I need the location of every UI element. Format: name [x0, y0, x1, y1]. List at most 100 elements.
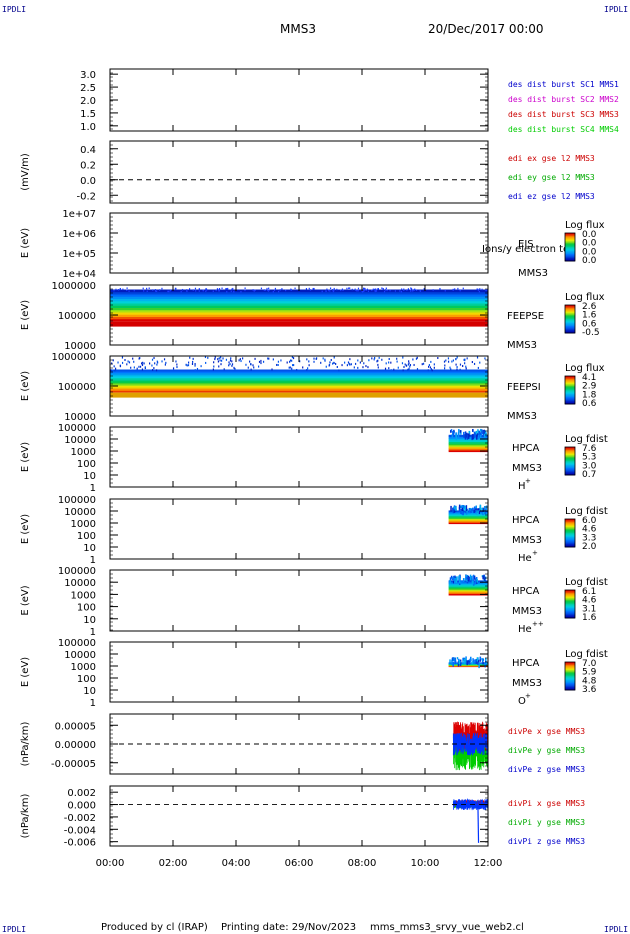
- y-tick-label: 1.5: [80, 109, 96, 120]
- panel-frame: [109, 641, 489, 703]
- heatmap-speck: [114, 369, 116, 372]
- colorbar-cell: [565, 314, 575, 317]
- heatmap-speck: [456, 657, 459, 660]
- heatmap-speck: [333, 362, 335, 365]
- heatmap-speck: [470, 508, 472, 514]
- heatmap-hpca_he2: [448, 574, 488, 596]
- colorbar-title: Log flux: [565, 220, 605, 231]
- colorbar-cell: [565, 306, 575, 309]
- heatmap-speck: [219, 359, 221, 362]
- heatmap-speck: [347, 361, 350, 364]
- y-tick-label: 1000: [71, 662, 96, 673]
- time-axis: 00:00 02:00 04:00 06:00 08:00 10:00 12:00: [96, 69, 502, 869]
- heatmap-speck: [336, 365, 338, 368]
- heatmap-speck: [413, 363, 415, 366]
- y-tick-label: 10000: [64, 412, 96, 423]
- colorbar-cell: [565, 234, 575, 237]
- panel-frame: [109, 68, 489, 132]
- colorbar-tick-label: 2.9: [582, 382, 597, 392]
- heatmap-speck: [253, 290, 255, 292]
- colorbar-cell: [565, 316, 575, 319]
- heatmap-speck: [471, 661, 473, 665]
- y-tick-label: 1000000: [51, 352, 96, 363]
- colorbar-cell: [565, 319, 575, 321]
- heatmap-speck: [445, 359, 447, 362]
- heatmap-speck: [367, 366, 369, 369]
- y-tick-label: 1000: [71, 447, 96, 458]
- heatmap-speck: [126, 363, 128, 366]
- heatmap-speck: [250, 368, 252, 371]
- y-tick-label: 100000: [58, 382, 96, 393]
- heatmap-speck: [214, 358, 216, 361]
- y-tick-label: 0.000: [67, 801, 96, 812]
- heatmap-speck: [373, 358, 375, 361]
- heatmap-speck: [231, 288, 233, 291]
- heatmap-speck: [247, 366, 249, 369]
- heatmap-speck: [152, 289, 154, 291]
- heatmap-speck: [313, 360, 315, 363]
- spacecraft-label: MMS3: [512, 535, 542, 546]
- heatmap-speck: [309, 289, 312, 291]
- x-tick-label: 02:00: [159, 858, 188, 869]
- heatmap-speck: [272, 290, 274, 293]
- heatmap-speck: [464, 359, 466, 362]
- colorbar-cell: [565, 544, 575, 547]
- footer-printing-date: Printing date: 29/Nov/2023: [221, 922, 356, 933]
- heatmap-speck: [281, 288, 283, 290]
- heatmap-speck: [306, 358, 308, 361]
- heatmap-speck: [483, 578, 485, 585]
- colorbar-tick-label: 0.6: [582, 319, 597, 329]
- heatmap-band: [448, 515, 488, 518]
- heatmap-band: [448, 511, 488, 514]
- y-axis-label: E (eV): [20, 300, 31, 330]
- heatmap-speck: [485, 661, 488, 665]
- heatmap-speck: [133, 289, 135, 292]
- panel-divpe: 0.00005 0.00000 -0.00005 (nPa/km) divPe x gs…: [20, 713, 585, 775]
- heatmap-speck: [139, 365, 142, 368]
- colorbar-cell: [565, 540, 575, 542]
- colorbar-tick-label: -0.5: [582, 328, 600, 338]
- heatmap-band: [448, 520, 488, 523]
- heatmap-speck: [149, 362, 151, 365]
- colorbar-tick-label: 7.0: [582, 659, 597, 669]
- y-tick-label: 1000: [71, 590, 96, 601]
- heatmap-speck: [264, 289, 266, 291]
- colorbar-cell: [565, 321, 575, 324]
- heatmap-speck: [428, 364, 431, 367]
- heatmap-speck: [408, 367, 410, 370]
- heatmap-speck: [225, 358, 228, 361]
- heatmap-speck: [274, 287, 277, 290]
- colorbar-cell: [565, 528, 575, 531]
- heatmap-speck: [443, 360, 446, 363]
- heatmap-hpca_he: [448, 504, 488, 525]
- heatmap-speck: [112, 359, 114, 362]
- panel-dist: 3.0 2.5 2.0 1.5 1.0 des dist burst SC1 MMS1 de…: [80, 68, 619, 134]
- heatmap-speck: [279, 289, 281, 291]
- heatmap-speck: [408, 362, 410, 365]
- heatmap-speck: [484, 661, 486, 668]
- corner-label-top-right: IPDLI: [604, 5, 628, 14]
- heatmap-speck: [452, 657, 454, 661]
- heatmap-speck: [239, 358, 241, 361]
- heatmap-speck: [355, 289, 357, 292]
- heatmap-speck: [185, 363, 187, 366]
- legend-entry: divPe y gse MMS3: [508, 746, 585, 755]
- heatmap-speck: [312, 287, 314, 290]
- legend-entry: divPe z gse MMS3: [508, 765, 585, 774]
- heatmap-speck: [233, 366, 235, 369]
- colorbar-cell: [565, 533, 575, 535]
- colorbar-cell: [565, 313, 575, 316]
- spacecraft-label: MMS3: [507, 340, 537, 351]
- colorbar-tick-label: 0.7: [582, 470, 596, 480]
- heatmap-speck: [483, 429, 486, 435]
- heatmap-speck: [164, 363, 166, 366]
- legend-entry: divPi x gse MMS3: [508, 799, 585, 808]
- heatmap-speck: [433, 366, 435, 369]
- heatmap-speck: [359, 361, 361, 364]
- heatmap-speck: [289, 359, 292, 362]
- colorbar-cell: [565, 312, 575, 314]
- heatmap-band: [448, 513, 488, 515]
- footer-script-name: mms_mms3_srvy_vue_web2.cl: [370, 922, 524, 933]
- colorbar-cell: [565, 235, 575, 238]
